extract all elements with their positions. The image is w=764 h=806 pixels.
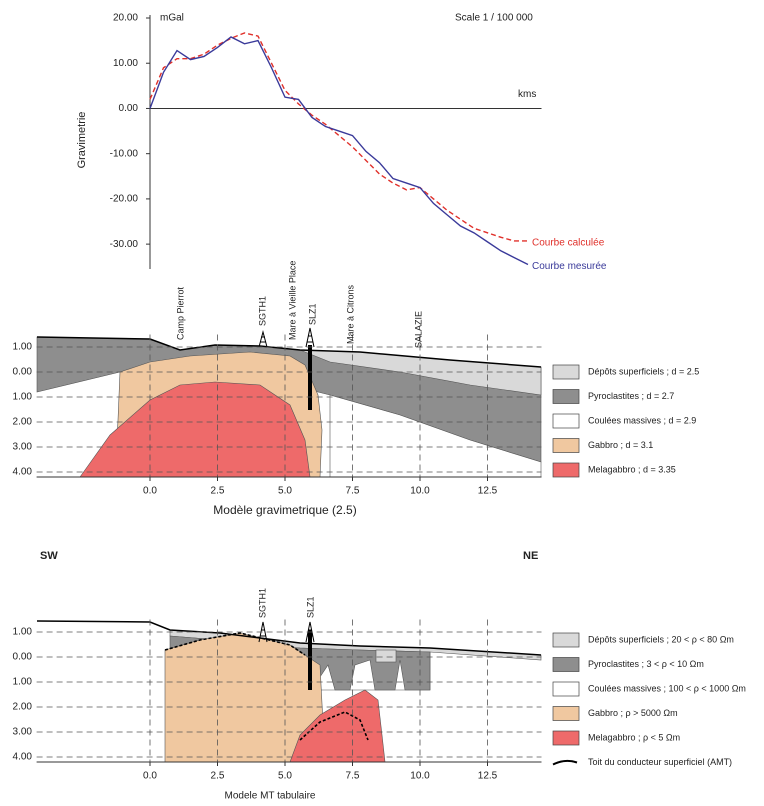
x-tick-label: 5.0 — [278, 771, 292, 782]
legend-line — [552, 759, 578, 766]
legend-swatch — [552, 657, 580, 672]
place-label: Camp Pierrot — [175, 286, 185, 340]
legend-swatch — [552, 364, 580, 380]
legend-label: Dépôts superficiels ; 20 < ρ < 80 Ωm — [588, 634, 734, 644]
side-label: SW — [40, 550, 58, 562]
y-tick-label: 4.00 — [13, 467, 33, 478]
legend-swatch — [552, 632, 580, 648]
legend-label: Toit du conducteur superficiel (AMT) — [588, 757, 732, 767]
x-tick-label: 2.5 — [211, 486, 225, 497]
x-tick-label: 0.0 — [143, 771, 157, 782]
x-tick-label: 7.5 — [346, 771, 360, 782]
y-tick-label: 4.00 — [13, 752, 33, 763]
legend-label: Melagabbro ; d = 3.35 — [588, 464, 676, 474]
series-line — [149, 32, 528, 242]
y-tick-label: 20.00 — [113, 13, 138, 24]
x-tick-label: 2.5 — [211, 771, 225, 782]
y-tick-label: 0.00 — [13, 652, 33, 663]
legend-swatch — [552, 413, 580, 429]
legend-swatch — [552, 730, 580, 746]
section-2-layers — [36, 620, 542, 763]
melagabbro-layer — [289, 689, 386, 763]
x-tick-label: 12.5 — [478, 486, 498, 497]
melagabbro-layer — [79, 381, 311, 478]
y-tick-label: 0.00 — [119, 103, 139, 114]
y-tick-label: 1.00 — [13, 342, 33, 353]
derrick — [258, 330, 268, 348]
y-tick-label: 1.00 — [13, 677, 33, 688]
y-tick-label: 3.00 — [13, 727, 33, 738]
y-axis-label: Gravimetrie — [76, 112, 88, 169]
legend-label: Melagabbro ; ρ < 5 Ωm — [588, 732, 680, 742]
series-line — [149, 36, 529, 266]
x-tick-label: 5.0 — [278, 486, 292, 497]
legend-label: Dépôts superficiels ; d = 2.5 — [588, 366, 699, 376]
well — [308, 345, 312, 410]
y-tick-label: 1.00 — [13, 392, 33, 403]
x-tick-label: 10.0 — [410, 486, 430, 497]
x-tick-label: 0.0 — [143, 486, 157, 497]
legend-label: Pyroclastites ; d = 2.7 — [588, 391, 674, 401]
legend-label: Coulées massives ; 100 < ρ < 1000 Ωm — [588, 683, 746, 693]
y-tick-label: 0.00 — [13, 367, 33, 378]
place-label: SGTH1 — [257, 296, 267, 326]
x-tick-label: 12.5 — [478, 771, 498, 782]
y-tick-label: -30.00 — [110, 239, 139, 250]
y-tick-label: 1.00 — [13, 627, 33, 638]
y-unit: mGal — [160, 13, 184, 24]
place-label: SGTH1 — [257, 588, 267, 618]
place-label: SLZ1 — [305, 596, 315, 618]
x-axis-label: kms — [518, 89, 536, 100]
derrick — [258, 621, 268, 643]
conductor-roof — [299, 711, 369, 741]
legend-swatch — [552, 706, 580, 721]
x-tick-label: 7.5 — [346, 486, 360, 497]
series-label: Courbe mesurée — [532, 261, 607, 272]
y-tick-label: -10.00 — [110, 148, 139, 159]
conductor-roof — [164, 632, 306, 656]
section-1-layers — [36, 327, 542, 478]
well — [308, 630, 312, 690]
y-tick-label: 10.00 — [113, 58, 138, 69]
y-tick-label: 2.00 — [13, 702, 33, 713]
place-label: SALAZIE — [413, 311, 423, 348]
legend-label: Pyroclastites ; 3 < ρ < 10 Ωm — [588, 659, 704, 669]
legend-swatch — [552, 389, 580, 404]
place-label: Mare à Vieille Place — [287, 261, 297, 340]
legend-swatch — [552, 438, 580, 453]
series-label: Courbe calculée — [532, 238, 605, 249]
legend-label: Coulées massives ; d = 2.9 — [588, 415, 696, 425]
derrick — [305, 327, 315, 348]
depots-layer — [375, 649, 397, 663]
x-tick-label: 10.0 — [410, 771, 430, 782]
side-label: NE — [523, 550, 538, 562]
legend-label: Gabbro ; d = 3.1 — [588, 440, 653, 450]
scale-note: Scale 1 / 100 000 — [455, 13, 533, 24]
legend-swatch — [552, 681, 580, 697]
place-label: Mare à Citrons — [345, 284, 355, 344]
legend-label: Gabbro ; ρ > 5000 Ωm — [588, 708, 678, 718]
y-tick-label: 2.00 — [13, 417, 33, 428]
y-tick-label: -20.00 — [110, 194, 139, 205]
place-label: SLZ1 — [307, 303, 317, 325]
x-axis-label: Modele MT tabulaire — [225, 791, 316, 802]
legend-swatch — [552, 462, 580, 478]
x-axis-label: Modèle gravimetrique (2.5) — [213, 503, 356, 517]
y-tick-label: 3.00 — [13, 442, 33, 453]
derrick — [305, 621, 315, 643]
